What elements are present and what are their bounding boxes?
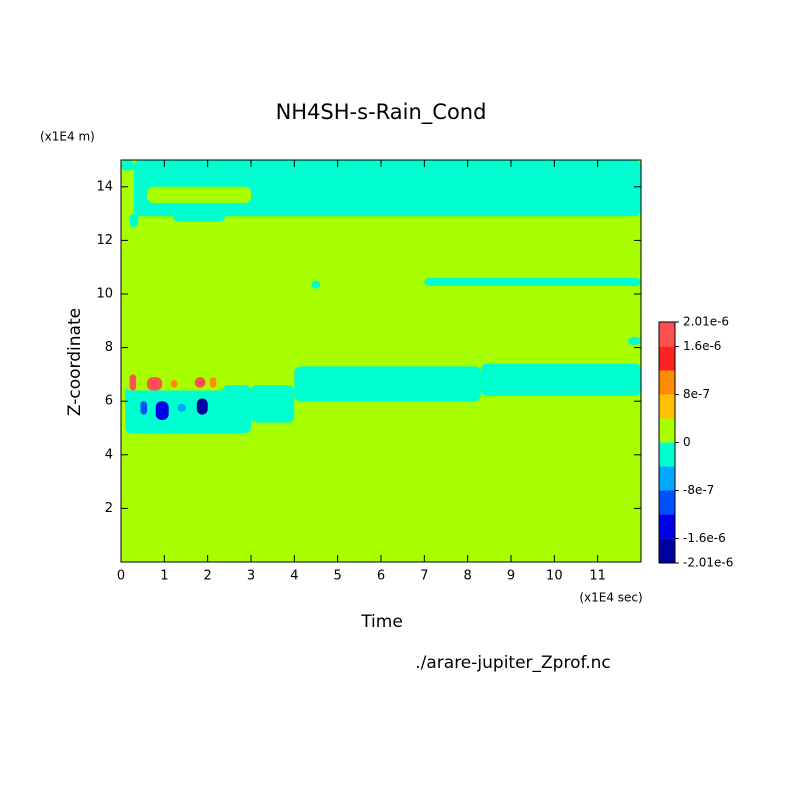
- x-tick-label: 0: [117, 569, 125, 584]
- colorbar-label: 1.6e-6: [683, 339, 721, 353]
- colorbar-segment: [659, 442, 675, 467]
- contour-region: [628, 336, 641, 345]
- contour-region: [209, 377, 217, 388]
- y-tick-label: 12: [96, 233, 113, 248]
- contour-region: [251, 385, 295, 423]
- x-tick-label: 6: [377, 569, 385, 584]
- colorbar-label: 8e-7: [683, 387, 710, 401]
- colorbar-segment: [659, 346, 675, 371]
- colorbar-label: 2.01e-6: [683, 315, 729, 329]
- y-tick-label: 6: [105, 394, 113, 409]
- x-tick-label: 1: [160, 569, 168, 584]
- contour-region: [125, 385, 251, 434]
- contour-region: [121, 160, 641, 562]
- contour-region: [480, 363, 641, 396]
- colorbar-segment: [659, 418, 675, 443]
- contour-region: [170, 379, 178, 388]
- y-tick-label: 10: [96, 287, 113, 302]
- y-tick-label: 8: [105, 340, 113, 355]
- colorbar-segment: [659, 514, 675, 539]
- colorbar-label: -2.01e-6: [683, 556, 733, 570]
- contour-region: [147, 186, 251, 203]
- source-file: ./arare-jupiter_Zprof.nc: [415, 653, 611, 673]
- y-unit: (x1E4 m): [40, 130, 95, 144]
- contour-region: [140, 401, 147, 415]
- contour-region: [194, 377, 206, 388]
- chart-title: NH4SH-s-Rain_Cond: [276, 100, 487, 125]
- contour-region: [129, 374, 137, 391]
- x-tick-label: 3: [247, 569, 255, 584]
- contour-region: [196, 398, 208, 415]
- x-tick-label: 10: [546, 569, 563, 584]
- contour-region: [311, 280, 321, 289]
- colorbar-segment: [659, 394, 675, 419]
- contour-region: [294, 366, 481, 402]
- y-tick-label: 4: [105, 447, 113, 462]
- x-tick-label: 9: [507, 569, 515, 584]
- y-tick-label: 14: [96, 179, 113, 194]
- contour-region: [155, 401, 169, 420]
- contour-region: [129, 213, 139, 227]
- colorbar-segment: [659, 370, 675, 395]
- field: [121, 160, 641, 562]
- contour-region: [121, 160, 134, 171]
- colorbar-segment: [659, 538, 675, 563]
- contour-region: [134, 160, 641, 217]
- colorbar-label: 0: [683, 435, 691, 449]
- y-tick-label: 2: [105, 501, 113, 516]
- contour-region: [424, 277, 641, 286]
- x-tick-label: 5: [334, 569, 342, 584]
- colorbar-label: -8e-7: [683, 483, 714, 497]
- contour-region: [173, 213, 225, 222]
- x-tick-label: 8: [464, 569, 472, 584]
- x-tick-label: 7: [420, 569, 428, 584]
- y-axis-label: Z-coordinate: [65, 308, 85, 416]
- x-axis-label: Time: [360, 612, 403, 632]
- x-unit: (x1E4 sec): [579, 591, 642, 605]
- contour-region: [177, 403, 186, 412]
- colorbar-segment: [659, 490, 675, 515]
- x-tick-label: 11: [589, 569, 606, 584]
- colorbar-label: -1.6e-6: [683, 531, 726, 545]
- colorbar-segment: [659, 322, 675, 347]
- colorbar-segment: [659, 466, 675, 491]
- contour-region: [147, 377, 163, 391]
- x-tick-label: 2: [204, 569, 212, 584]
- x-tick-label: 4: [290, 569, 298, 584]
